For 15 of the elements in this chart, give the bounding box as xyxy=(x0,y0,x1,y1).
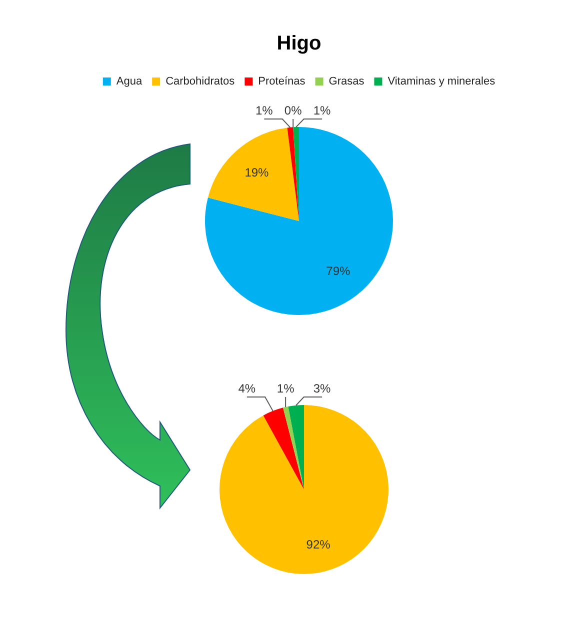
legend-label: Carbohidratos xyxy=(166,76,236,88)
data-label: 19% xyxy=(244,165,270,180)
chart-title: Higo xyxy=(276,32,322,55)
data-label: 1% xyxy=(313,103,332,118)
data-label: 1% xyxy=(255,103,274,118)
legend-label: Vitaminas y minerales xyxy=(388,76,496,88)
legend-label: Proteínas xyxy=(258,76,306,88)
data-label: 1% xyxy=(276,381,295,396)
data-label: 79% xyxy=(326,264,351,278)
data-label: 3% xyxy=(313,381,332,396)
text: 0% xyxy=(284,103,302,118)
data-label: 4% xyxy=(238,381,256,396)
legend-label: Agua xyxy=(116,76,143,88)
data-label: 92% xyxy=(306,537,331,552)
legend-label: Grasas xyxy=(328,76,365,88)
